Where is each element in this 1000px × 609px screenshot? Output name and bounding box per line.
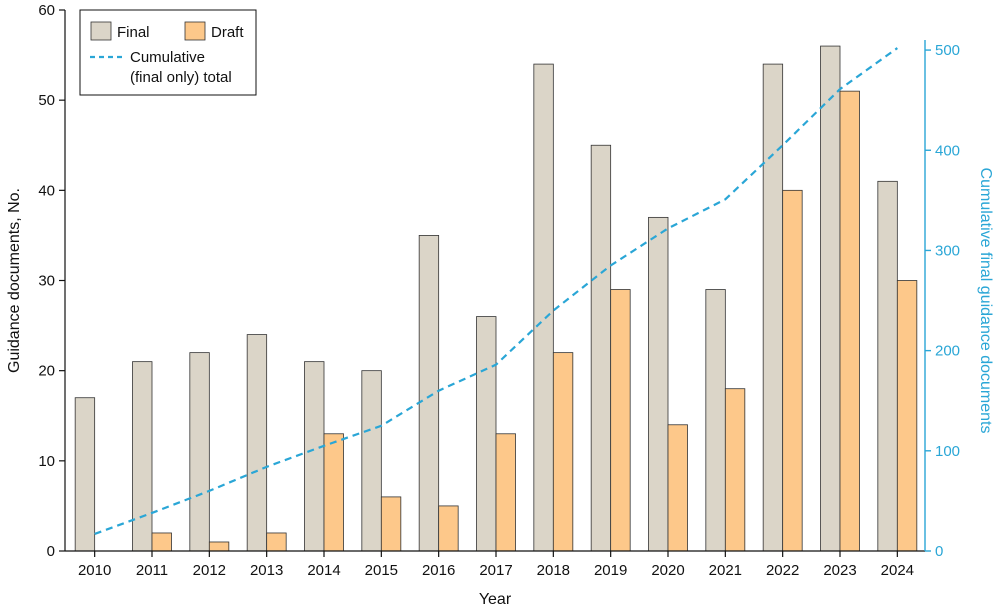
- right-tick-label-300: 300: [935, 242, 960, 259]
- right-axis-title: Cumulative final guidance documents: [977, 168, 994, 434]
- x-tick-label-2021: 2021: [709, 562, 742, 579]
- x-tick-label-2020: 2020: [651, 562, 684, 579]
- x-tick-label-2011: 2011: [136, 562, 168, 579]
- x-tick-label-2024: 2024: [881, 562, 914, 579]
- x-tick-label-2022: 2022: [766, 562, 799, 579]
- bar-draft-2014: [323, 433, 344, 552]
- left-tick-label-10: 10: [38, 453, 55, 470]
- bar-final-2013: [246, 334, 268, 552]
- left-tick-label-30: 30: [38, 273, 55, 290]
- bar-final-2020: [648, 216, 669, 552]
- legend: Final Draft Cumulative (final only) total: [79, 9, 257, 96]
- bar-draft-2020: [667, 424, 688, 552]
- cumulative-line: [94, 47, 898, 536]
- x-tick-label-2018: 2018: [537, 562, 570, 579]
- bar-final-2022: [762, 63, 784, 552]
- x-tick-label-2013: 2013: [250, 562, 283, 579]
- x-tick-label-2019: 2019: [594, 562, 627, 579]
- bar-draft-2017: [495, 433, 516, 552]
- bar-final-2018: [533, 63, 554, 552]
- bar-draft-2022: [782, 189, 803, 552]
- right-tick-label-100: 100: [935, 443, 960, 460]
- x-tick-label-2015: 2015: [365, 562, 398, 579]
- legend-swatch-draft: [184, 21, 206, 41]
- bar-final-2024: [877, 180, 898, 552]
- bar-final-2010: [74, 397, 96, 552]
- left-axis-title: Guidance documents, No.: [6, 188, 23, 373]
- bar-draft-2023: [839, 90, 860, 552]
- bar-final-2012: [189, 352, 210, 552]
- bar-draft-2016: [438, 505, 459, 552]
- bar-final-2015: [361, 370, 382, 552]
- bar-draft-2011: [151, 532, 172, 552]
- x-tick-label-2010: 2010: [78, 562, 111, 579]
- bar-draft-2021: [724, 388, 746, 552]
- x-tick-label-2023: 2023: [823, 562, 856, 579]
- legend-label-cumulative-line2: (final only) total: [130, 69, 232, 86]
- bar-draft-2019: [610, 289, 631, 552]
- legend-swatch-final: [90, 21, 112, 41]
- bar-draft-2024: [896, 280, 918, 552]
- right-tick-label-500: 500: [935, 42, 960, 59]
- bar-final-2011: [132, 361, 153, 552]
- legend-label-cumulative-line1: Cumulative: [130, 49, 205, 66]
- right-tick-label-0: 0: [935, 543, 943, 560]
- x-tick-label-2012: 2012: [193, 562, 226, 579]
- bar-final-2023: [820, 45, 841, 552]
- bar-draft-2015: [380, 496, 402, 552]
- left-tick-label-60: 60: [38, 2, 55, 19]
- legend-label-final: Final: [117, 24, 150, 41]
- right-tick-label-400: 400: [935, 142, 960, 159]
- right-tick-label-200: 200: [935, 343, 960, 360]
- bar-final-2017: [476, 316, 497, 552]
- bar-draft-2012: [208, 541, 230, 552]
- left-tick-label-20: 20: [38, 363, 55, 380]
- left-tick-label-40: 40: [38, 182, 55, 199]
- bar-final-2014: [304, 361, 325, 552]
- bar-final-2016: [418, 235, 440, 552]
- left-tick-label-50: 50: [38, 92, 55, 109]
- x-tick-label-2017: 2017: [479, 562, 512, 579]
- x-tick-label-2014: 2014: [307, 562, 340, 579]
- bar-final-2021: [705, 289, 726, 552]
- legend-label-draft: Draft: [211, 24, 244, 41]
- x-axis-title: Year: [479, 591, 512, 608]
- left-tick-label-0: 0: [47, 543, 55, 560]
- bar-final-2019: [590, 144, 612, 552]
- x-tick-label-2016: 2016: [422, 562, 455, 579]
- bar-draft-2013: [266, 532, 287, 552]
- bar-draft-2018: [552, 352, 574, 552]
